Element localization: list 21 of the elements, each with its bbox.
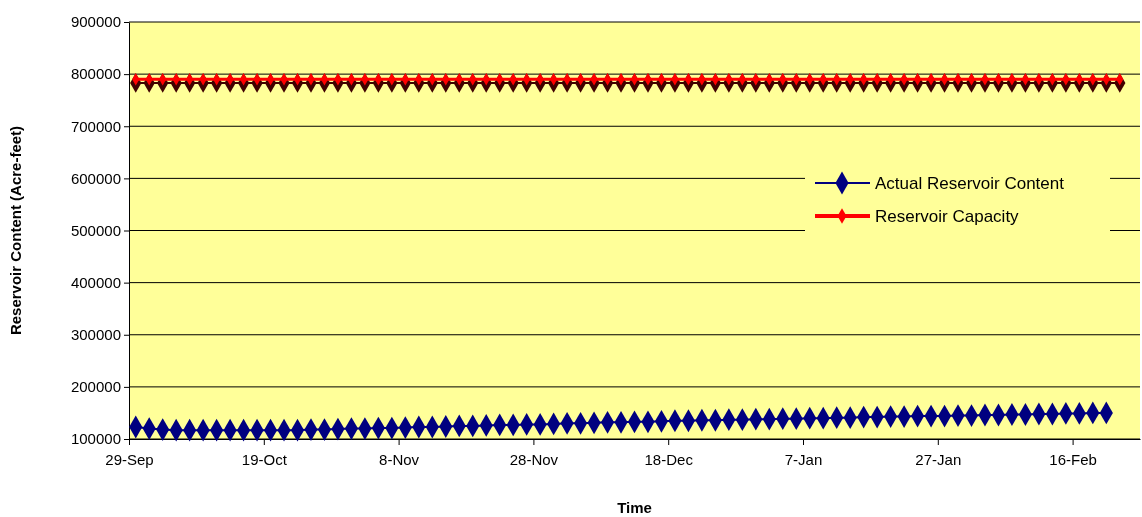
y-tick-label: 800000 <box>70 65 121 83</box>
y-tick-label: 400000 <box>70 273 121 291</box>
y-tick-label: 300000 <box>70 326 121 344</box>
x-tick-label: 29-Sep <box>105 450 154 468</box>
legend-label: Actual Reservoir Content <box>875 174 1065 193</box>
y-tick-label: 900000 <box>70 13 121 31</box>
y-tick-label: 100000 <box>70 430 121 448</box>
x-tick-label: 19-Oct <box>241 450 288 468</box>
x-axis-title: Time <box>617 499 652 516</box>
x-tick-label: 16-Feb <box>1049 450 1097 468</box>
x-tick-label: 7-Jan <box>784 450 823 468</box>
y-tick-label: 700000 <box>70 117 121 135</box>
x-tick-label: 18-Dec <box>644 450 694 468</box>
x-tick-label: 8-Nov <box>379 450 420 468</box>
y-tick-label: 200000 <box>70 378 121 396</box>
y-tick-label: 600000 <box>70 169 121 187</box>
x-tick-label: 28-Nov <box>509 450 559 468</box>
legend-label: Reservoir Capacity <box>875 207 1020 226</box>
x-tick-label: 27-Jan <box>915 450 962 468</box>
y-tick-label: 500000 <box>70 221 121 239</box>
y-axis-title: Reservoir Content (Acre-feet) <box>7 125 24 336</box>
